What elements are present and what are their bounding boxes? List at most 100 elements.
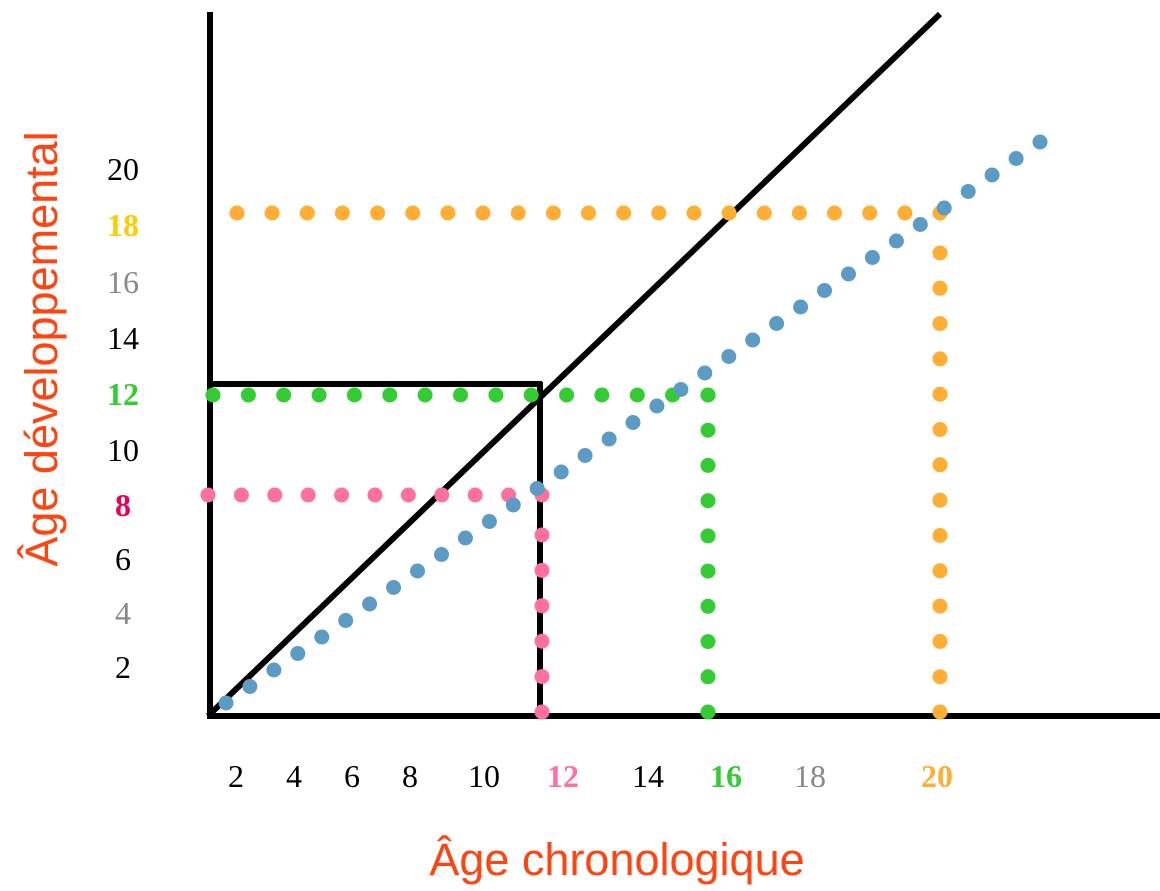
delayed-curve-dot [505,497,521,513]
guide-orange-horizontal-dot [581,205,596,221]
delayed-curve-dot [601,431,617,447]
y-axis-title: Âge développemental [16,131,67,566]
y-tick-12: 12 [107,376,139,412]
guide-orange-vertical-dot [932,386,948,402]
guide-orange-horizontal-dot [651,205,667,221]
x-tick-2: 2 [228,758,244,794]
delayed-curve-dot [266,662,282,678]
x-axis-ticks: 2 4 6 8 10 12 14 16 18 20 [228,758,953,794]
guide-orange-horizontal-dot [721,205,737,221]
guide-green-horizontal-dot [594,387,610,403]
delayed-curve-dot [290,646,306,661]
guide-orange-horizontal-dot [756,205,772,221]
delayed-curve-dot [793,299,809,315]
guide-green-vertical-dot [700,563,716,579]
guide-green-vertical-dot [700,457,716,473]
guide-orange-horizontal-dot [545,205,561,221]
guide-green-horizontal-dot [417,387,433,403]
guide-orange-horizontal-dot [229,205,245,221]
guide-green-vertical-dot [700,493,716,509]
guide-orange-horizontal-dot [264,205,280,221]
delayed-curve-dot [314,629,330,645]
delayed-curve-dot [984,167,1000,183]
x-tick-12: 12 [547,758,579,794]
delayed-curve-dot [912,217,928,232]
guide-pink-horizontal-dot [367,487,383,503]
y-tick-18: 18 [107,207,139,243]
guide-pink-horizontal-dot [233,487,249,503]
delayed-curve-dot [1008,151,1024,166]
y-tick-16: 16 [107,264,139,300]
guide-pink-horizontal-dot [267,487,283,503]
guide-green-horizontal-dot [523,387,539,403]
y-tick-14: 14 [107,320,139,356]
guide-green-horizontal-dot [205,387,221,403]
x-tick-10: 10 [468,758,500,794]
delayed-curve-dot [434,547,449,562]
guide-pink-vertical-dot [534,527,550,543]
guide-green-vertical-dot [700,422,716,438]
guide-orange-horizontal-dot [686,205,702,221]
guide-orange-vertical-dot [932,528,948,543]
delayed-curve-dot [745,332,761,348]
guide-green-horizontal-dot [488,387,504,403]
diagonal-line [205,11,943,719]
guide-orange-horizontal-dot [475,205,491,221]
guide-pink-horizontal-dot [434,487,450,503]
delayed-curve-dot [529,481,545,496]
guide-pink-horizontal-dot [400,487,416,503]
guide-green-horizontal-dot [346,387,362,403]
guide-green-horizontal-dot [276,387,292,403]
guide-pink-vertical-dot [534,633,550,649]
delayed-curve-dot [936,200,952,216]
delayed-curve-dot [362,596,378,612]
guide-orange-vertical-dot [932,492,948,508]
guide-lines [200,205,948,720]
delayed-curve-dot [218,695,234,711]
guide-orange-horizontal-dot [370,205,386,221]
reference-box [210,381,543,716]
guide-orange-vertical-dot [932,704,948,720]
guide-green-vertical-dot [700,598,716,614]
delayed-curve-dot [481,514,497,529]
guide-green-vertical-dot [700,528,716,544]
guide-orange-vertical-dot [932,422,948,437]
x-tick-8: 8 [402,758,418,794]
guide-pink-vertical-dot [534,598,550,614]
delayed-curve-dot [242,679,258,694]
guide-orange-horizontal-dot [897,205,913,221]
x-axis-title: Âge chronologique [429,834,804,885]
guide-orange-vertical-dot [932,669,948,685]
guide-pink-horizontal-dot [467,487,483,503]
guide-pink-horizontal-dot [300,487,316,503]
x-tick-14: 14 [632,758,664,794]
delayed-curve-dot [841,266,856,282]
guide-pink-vertical-dot [534,704,550,720]
guide-orange-horizontal-dot [791,205,807,221]
delayed-curve [218,134,1048,711]
guide-orange-horizontal-dot [862,205,878,221]
guide-green-horizontal-dot [453,387,468,403]
guide-orange-vertical-dot [932,280,948,296]
delayed-curve-dot [697,365,713,381]
delayed-curve-dot [1032,134,1048,150]
guide-green-vertical-dot [700,669,716,685]
guide-orange-vertical-dot [932,457,948,473]
delayed-curve-dot [769,316,785,331]
guide-green-horizontal-dot [629,387,645,403]
delayed-curve-dot [338,613,354,628]
guide-green-horizontal-dot [311,387,327,403]
x-tick-20: 20 [921,758,953,794]
guide-orange-horizontal-dot [827,205,842,221]
guide-orange-vertical-dot [932,598,948,614]
guide-orange-horizontal-dot [405,205,421,221]
guide-orange-horizontal-dot [510,205,526,221]
guide-orange-vertical-dot [932,351,948,367]
delayed-curve-dot [410,563,425,579]
guide-orange-horizontal-dot [334,205,350,221]
y-tick-8: 8 [115,487,131,523]
guide-green-horizontal-dot [240,387,256,403]
delayed-curve-dot [721,349,737,364]
guide-orange-vertical-dot [932,316,948,332]
delayed-curve-dot [649,398,665,414]
